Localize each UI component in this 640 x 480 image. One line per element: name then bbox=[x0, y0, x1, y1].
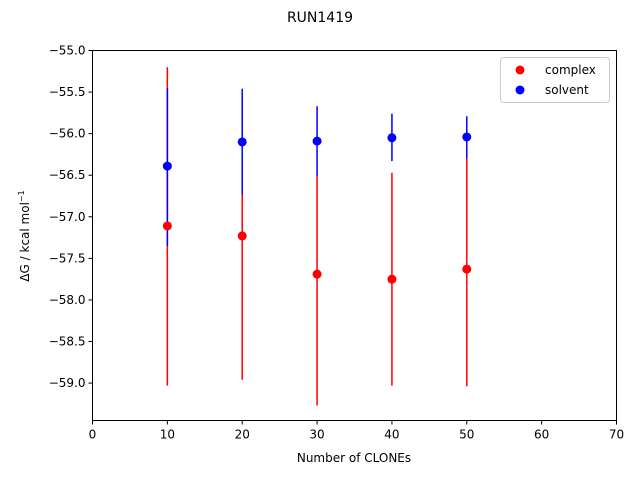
legend-box bbox=[500, 57, 610, 103]
x-tick-label: 30 bbox=[309, 428, 324, 442]
y-axis-label-main: ΔG / kcal mol bbox=[18, 202, 32, 282]
chart-title: RUN1419 bbox=[287, 10, 353, 26]
data-point-solvent bbox=[312, 136, 322, 146]
x-tick-label: 20 bbox=[235, 428, 250, 442]
x-tick-label: 0 bbox=[89, 428, 97, 442]
data-point-complex bbox=[387, 274, 397, 284]
plot-area bbox=[92, 50, 617, 421]
x-axis-label: Number of CLONEs bbox=[297, 451, 411, 465]
data-points bbox=[162, 132, 472, 284]
y-tick-label: −55.5 bbox=[49, 85, 86, 99]
y-axis: −55.0 −55.5 −56.0 −56.5 −57.0 −57.5 −58.0 −58.5… bbox=[49, 44, 93, 390]
data-point-solvent bbox=[237, 137, 247, 147]
y-tick-label: −58.5 bbox=[49, 335, 86, 349]
y-tick-label: −57.0 bbox=[49, 210, 86, 224]
data-point-complex bbox=[237, 231, 247, 241]
data-point-complex bbox=[162, 221, 172, 231]
x-tick-label: 40 bbox=[384, 428, 399, 442]
data-point-complex bbox=[462, 264, 472, 274]
x-tick-label: 50 bbox=[459, 428, 474, 442]
legend: complex solvent bbox=[500, 57, 610, 103]
y-tick-label: −56.5 bbox=[49, 168, 86, 182]
data-point-solvent bbox=[462, 132, 472, 142]
data-point-solvent bbox=[162, 161, 172, 171]
y-tick-label: −55.0 bbox=[49, 44, 86, 58]
x-axis: 0 10 20 30 40 50 60 70 bbox=[89, 420, 624, 442]
y-tick-label: −59.0 bbox=[49, 376, 86, 390]
y-axis-label-superscript: −1 bbox=[17, 190, 26, 202]
legend-marker-solvent bbox=[515, 85, 525, 95]
legend-marker-complex bbox=[515, 65, 525, 75]
y-tick-label: −58.0 bbox=[49, 293, 86, 307]
legend-label-complex: complex bbox=[545, 63, 596, 77]
y-axis-label: ΔG / kcal mol−1 bbox=[17, 190, 32, 281]
data-point-solvent bbox=[387, 133, 397, 143]
legend-label-solvent: solvent bbox=[545, 83, 589, 97]
data-point-complex bbox=[312, 269, 322, 279]
y-tick-label: −57.5 bbox=[49, 251, 86, 265]
x-tick-label: 10 bbox=[160, 428, 175, 442]
axes-frame bbox=[92, 50, 617, 421]
x-tick-label: 60 bbox=[534, 428, 549, 442]
x-tick-label: 70 bbox=[609, 428, 624, 442]
y-tick-label: −56.0 bbox=[49, 127, 86, 141]
